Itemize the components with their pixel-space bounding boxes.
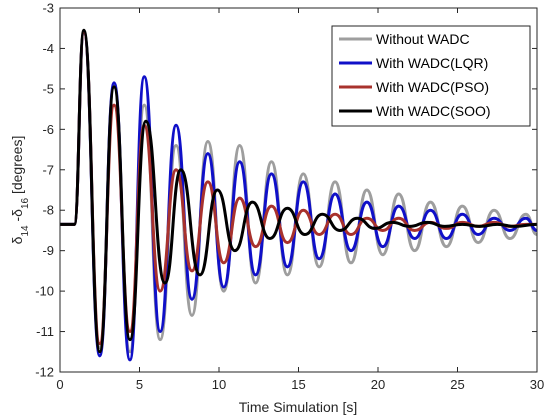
y-axis-label-unit: [degrees] [9, 136, 25, 198]
series-layer [60, 28, 537, 362]
x-tick-label: 15 [291, 377, 305, 392]
x-tick-label: 10 [212, 377, 226, 392]
x-axis-label: Time Simulation [s] [239, 399, 358, 415]
legend-label-without-wadc: Without WADC [376, 31, 470, 47]
y-tick-label: -6 [42, 122, 54, 137]
legend-label-wadc-pso: With WADC(PSO) [376, 79, 489, 95]
x-tick-label: 0 [56, 377, 63, 392]
y-axis-label: δ14 -δ16 [degrees] [9, 136, 31, 245]
x-axis-ticks: 0 5 10 15 20 25 30 [56, 8, 544, 392]
x-tick-label: 30 [530, 377, 544, 392]
y-tick-label: -12 [35, 365, 54, 380]
series-wadc-soo-line [60, 28, 537, 354]
x-tick-label: 5 [136, 377, 143, 392]
y-tick-label: -7 [42, 162, 54, 177]
y-tick-label: -4 [42, 41, 54, 56]
y-tick-label: -10 [35, 284, 54, 299]
y-axis-label-sep: - [9, 217, 25, 226]
x-tick-label: 25 [450, 377, 464, 392]
y-tick-label: -11 [36, 324, 54, 339]
y-tick-label: -9 [42, 243, 54, 258]
y-tick-label: -3 [42, 1, 54, 16]
x-tick-label: 20 [371, 377, 385, 392]
y-axis-label-sub1: 14 [20, 225, 31, 237]
legend: Without WADC With WADC(LQR) With WADC(PSO)… [331, 25, 531, 127]
y-axis-ticks: -3 -4 -5 -6 -7 -8 -9 -10 -11 -12 [35, 1, 537, 380]
y-tick-label: -8 [42, 203, 54, 218]
legend-label-wadc-soo: With WADC(SOO) [376, 103, 491, 119]
y-axis-label-sub2: 16 [20, 197, 31, 209]
y-tick-label: -5 [42, 81, 54, 96]
legend-box [331, 25, 531, 127]
legend-label-wadc-lqr: With WADC(LQR) [376, 55, 488, 71]
